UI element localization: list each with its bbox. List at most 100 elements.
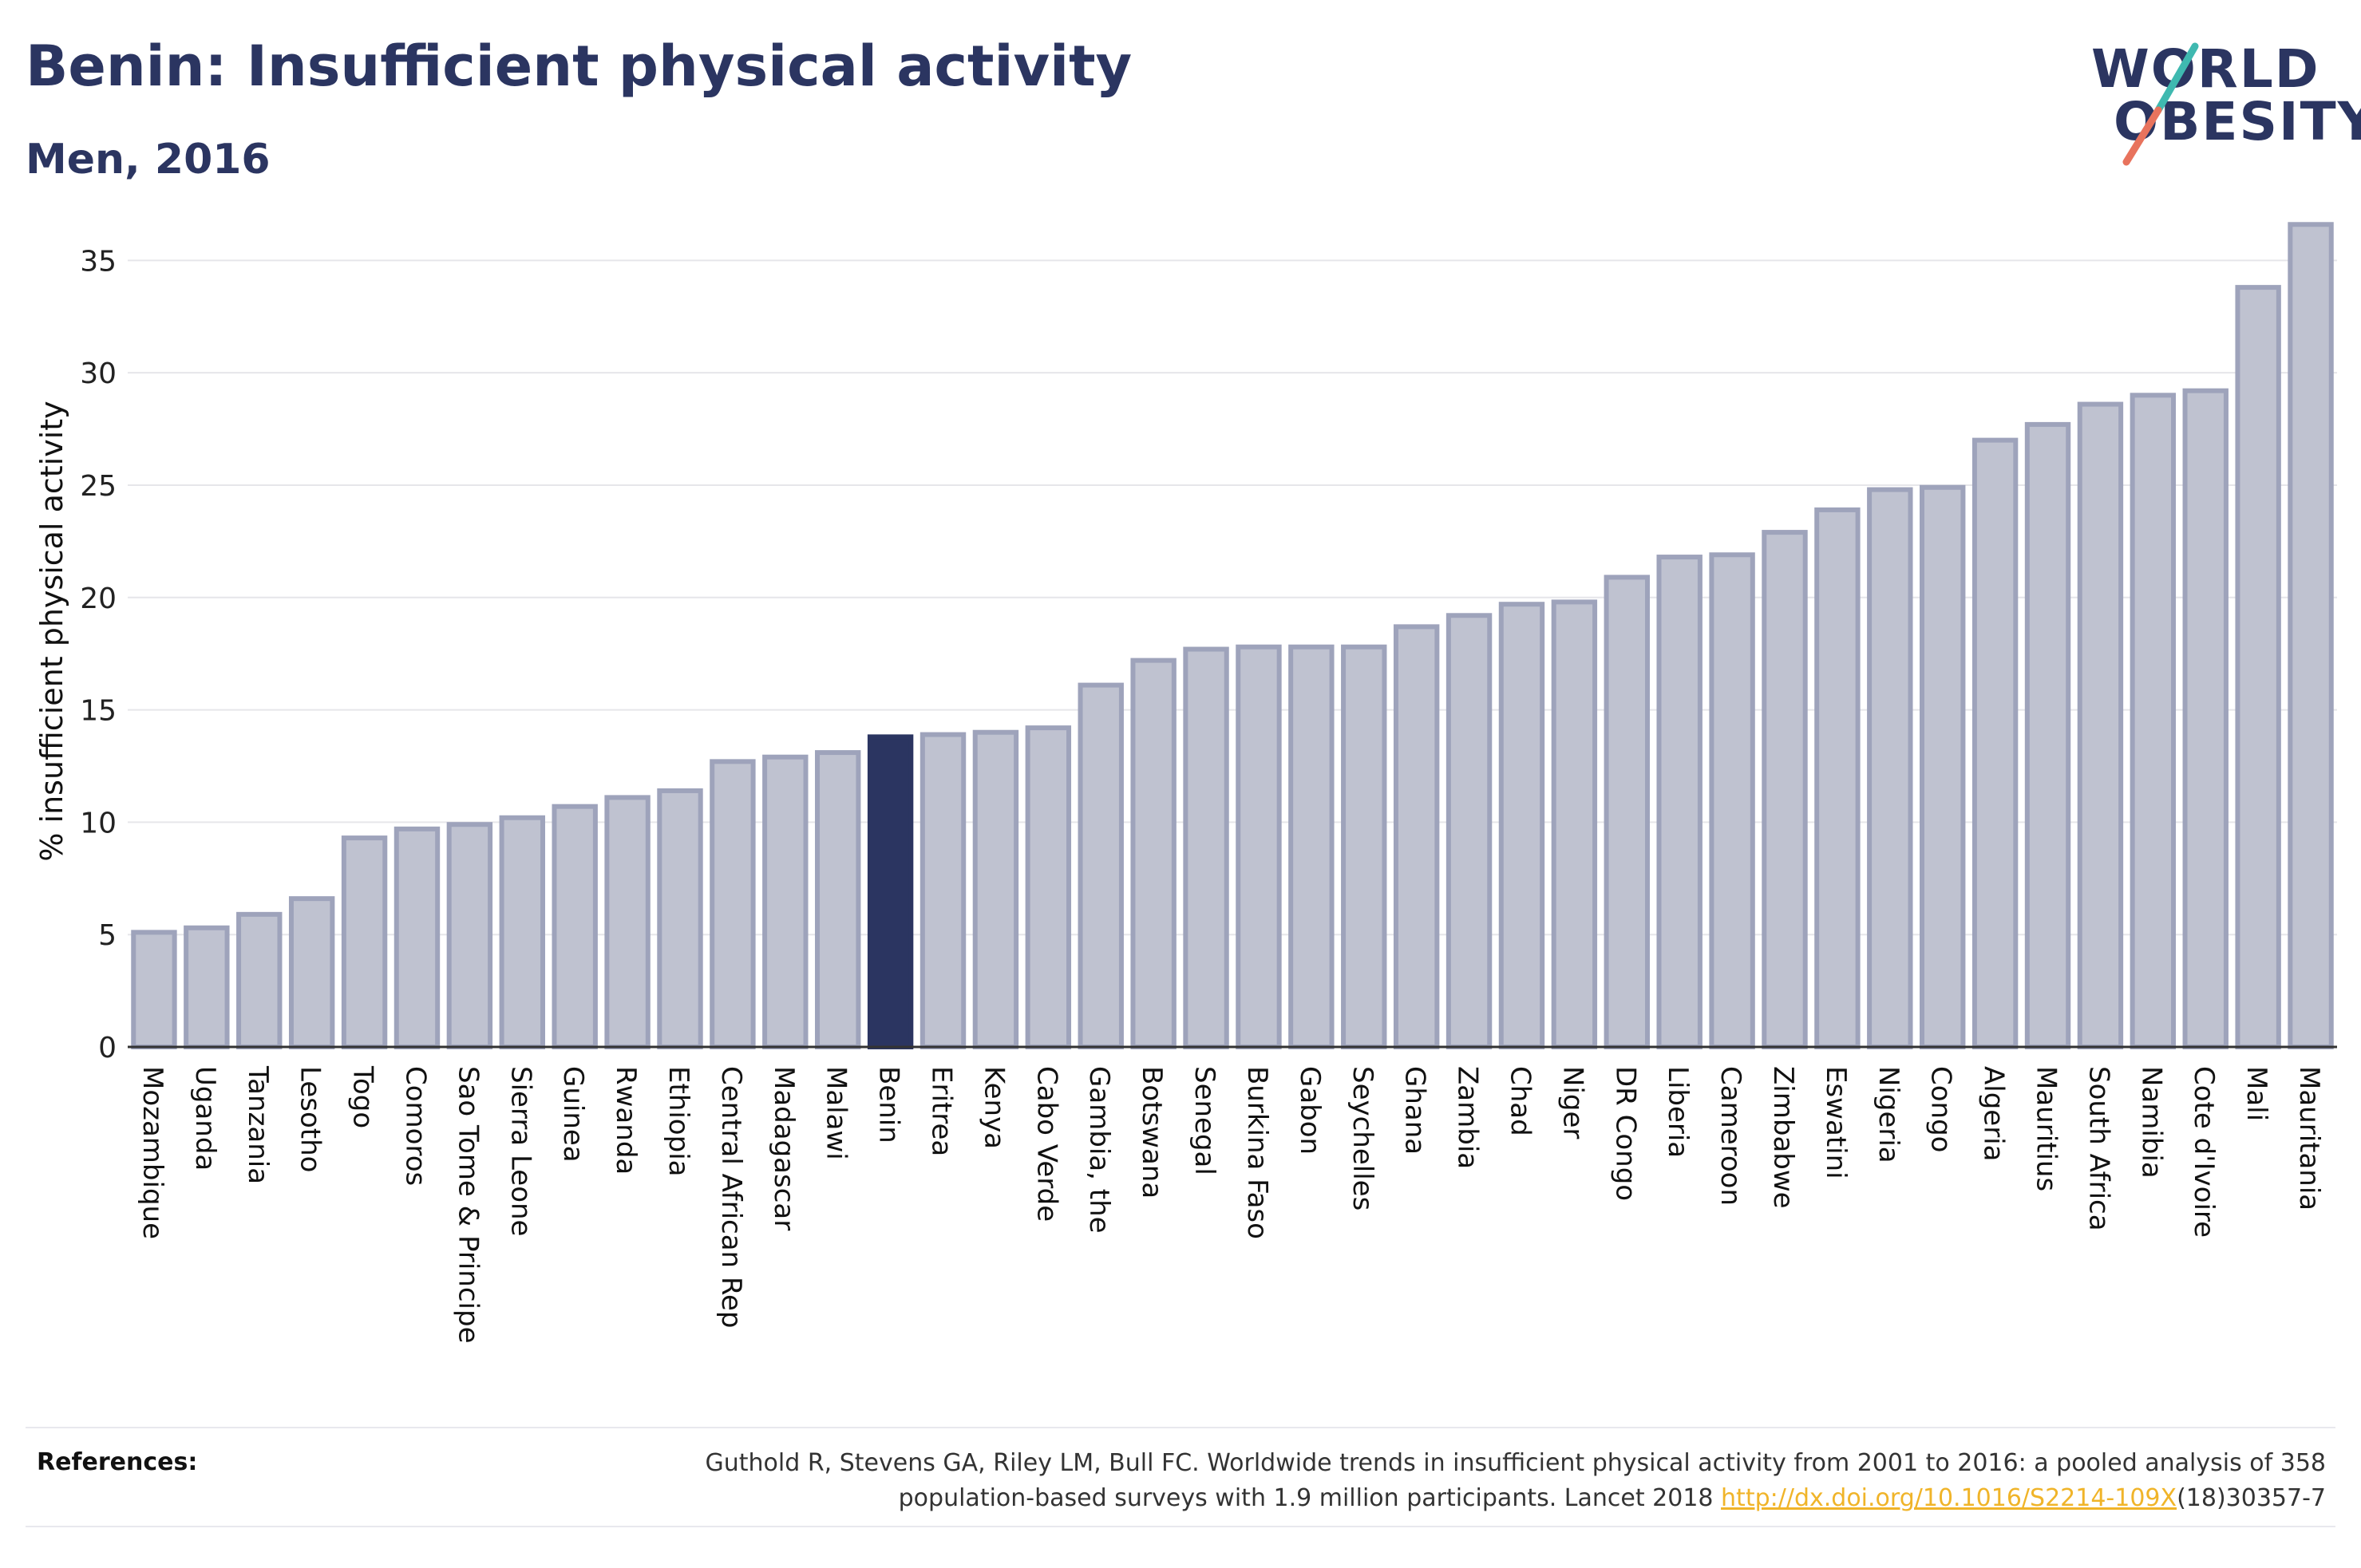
references-label: References: [37,1448,198,1476]
x-tick-label: Lesotho [295,1066,326,1172]
bar-cameroon [1709,552,1755,1049]
bar-ghana [1393,624,1440,1049]
x-tick-label: Madagascar [768,1066,800,1230]
x-axis-labels: Mozambique Uganda Tanzania Lesotho Togo Comor… [136,1065,2325,1344]
bar-algeria [1971,437,2019,1049]
x-tick-label: Seychelles [1347,1066,1378,1211]
bar-comoros [394,826,441,1049]
references-line-2: population-based surveys with 1.9 millio… [898,1484,1722,1512]
y-tick-label: 15 [80,695,117,728]
x-tick-label: Chad [1504,1066,1536,1136]
bars [131,222,2334,1050]
x-tick-label: Eswatini [1820,1066,1852,1179]
bar-senegal [1183,646,1229,1049]
bar-zimbabwe [1762,530,1808,1049]
x-tick-label: Mauritius [2031,1066,2062,1191]
x-tick-label: Guinea [557,1066,589,1163]
x-tick-label: Sierra Leone [504,1066,536,1236]
bar-cabo-verde [1025,725,1072,1049]
bar-gabon [1288,644,1335,1049]
references-doi-link[interactable]: http://dx.doi.org/10.1016/S2214-109X [1721,1484,2177,1512]
references-bottom-divider [26,1526,2335,1527]
bar-sao-tome-principe [446,822,493,1049]
bar-kenya [972,729,1019,1049]
x-tick-label: Kenya [978,1066,1010,1149]
x-tick-label: Sao Tome & Principe [452,1066,484,1344]
x-tick-label: Cote d'Ivoire [2188,1066,2220,1238]
x-tick-label: Namibia [2135,1066,2167,1179]
bar-togo [341,835,388,1050]
bar-tanzania [236,911,283,1050]
bar-cote-d-ivoire [2182,388,2229,1050]
grid-lines [128,259,2337,936]
bar-seychelles [1341,644,1387,1049]
references-text: Guthold R, Stevens GA, Riley LM, Bull FC… [410,1446,2326,1516]
x-tick-label: Malawi [821,1066,852,1160]
x-tick-label: Central African Rep [715,1066,747,1329]
bar-eswatini [1814,507,1861,1049]
x-tick-label: Zimbabwe [1767,1066,1799,1209]
bar-liberia [1656,555,1703,1049]
bar-benin [867,734,914,1050]
bar-central-african-rep [710,759,756,1049]
y-tick-label: 30 [80,357,117,390]
bar-mozambique [131,930,177,1050]
bar-malawi [815,750,861,1049]
y-axis-label: % insufficient physical activity [34,401,69,861]
bar-mauritius [2024,421,2071,1050]
bar-guinea [552,804,598,1049]
y-tick-label: 35 [80,245,117,278]
bar-namibia [2130,393,2177,1049]
x-tick-label: Benin [873,1066,905,1143]
bar-chart: 0 5 10 15 20 25 30 35 Mozambique Uganda Tanzania L… [34,222,2337,1344]
bar-madagascar [762,754,809,1050]
bar-nigeria [1867,487,1913,1049]
y-axis-ticks: 0 5 10 15 20 25 30 35 [80,245,117,1064]
bar-uganda [184,925,230,1049]
y-tick-label: 10 [80,807,117,839]
bar-botswana [1130,658,1177,1050]
x-tick-label: Gambia, the [1083,1066,1115,1234]
x-tick-label: Togo [347,1065,379,1128]
x-tick-label: Senegal [1188,1066,1220,1175]
bar-lesotho [288,896,335,1049]
y-tick-label: 5 [98,919,117,952]
page-title: Benin: Insufficient physical activity [26,34,1133,99]
x-tick-label: Cameroon [1714,1066,1746,1206]
x-tick-label: Mozambique [136,1066,168,1239]
bar-eritrea [919,732,967,1049]
x-tick-label: Burkina Faso [1241,1066,1273,1239]
bar-south-africa [2077,401,2124,1050]
x-tick-label: Ethiopia [662,1066,694,1176]
x-tick-label: Liberia [1662,1066,1694,1158]
x-tick-label: Botswana [1136,1066,1168,1199]
x-tick-label: Eritrea [926,1066,958,1156]
x-tick-label: Comoros [399,1066,431,1186]
bar-burkina-faso [1236,644,1282,1049]
x-tick-label: Congo [1925,1066,1957,1152]
bar-zambia [1445,613,1493,1049]
bar-sierra-leone [499,815,545,1050]
x-tick-label: Tanzania [242,1065,274,1184]
world-obesity-logo: WORLD OBESITY [2075,38,2361,166]
x-tick-label: Niger [1556,1066,1588,1139]
y-tick-label: 25 [80,470,117,503]
x-tick-label: Nigeria [1873,1066,1904,1163]
x-tick-label: Cabo Verde [1030,1066,1062,1222]
x-tick-label: Zambia [1452,1066,1484,1169]
x-tick-label: Ghana [1399,1066,1431,1155]
logo-word-world: WORLD [2091,38,2320,100]
x-tick-label: DR Congo [1609,1066,1641,1201]
bar-congo [1920,484,1966,1050]
x-tick-label: Gabon [1294,1066,1326,1155]
y-tick-label: 0 [98,1032,117,1064]
x-tick-label: Rwanda [610,1066,642,1175]
references-line-1: Guthold R, Stevens GA, Riley LM, Bull FC… [705,1449,2326,1477]
x-tick-label: Mauritania [2293,1066,2325,1211]
logo-slash-icon [2122,42,2199,166]
x-tick-label: Uganda [189,1066,221,1171]
bar-mali [2235,285,2281,1050]
x-tick-label: Mali [2240,1066,2272,1121]
bar-mauritania [2288,222,2334,1049]
page-subtitle: Men, 2016 [26,136,271,184]
